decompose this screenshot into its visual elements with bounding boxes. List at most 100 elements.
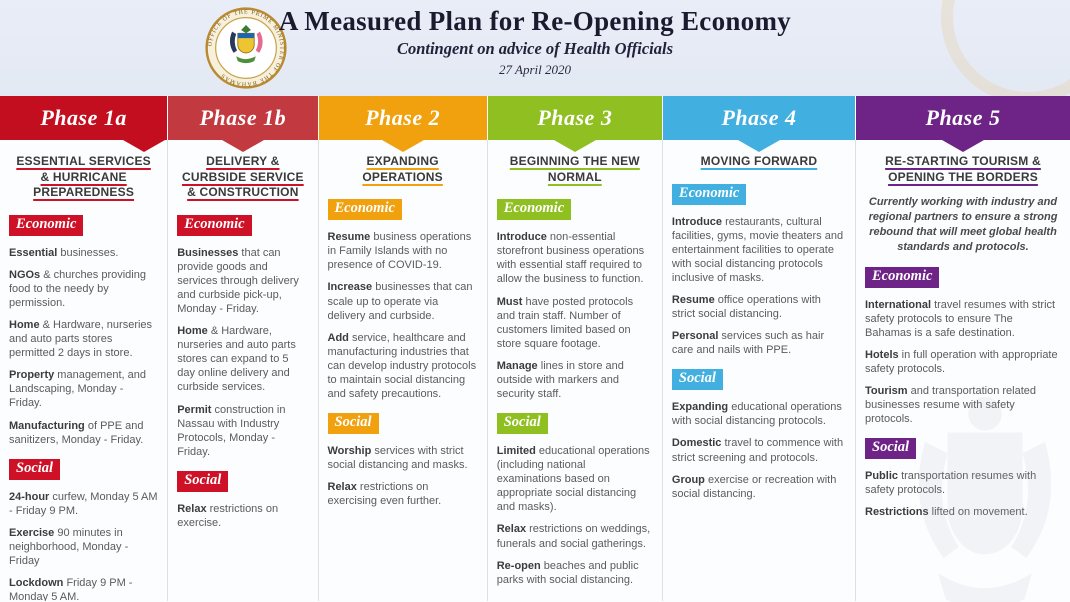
phase-column-3: BEGINNING THE NEW NORMAL Economic Introduc… [487,140,662,601]
phase-column-4: MOVING FORWARD Economic Introduce restaura… [662,140,855,601]
item-lead: Domestic [671,437,722,450]
phase-title: DELIVERY & CURBSIDE SERVICE & CONSTRUCTI… [182,154,304,200]
item-lead: Relax [496,523,527,536]
phase-columns: ESSENTIAL SERVICES & HURRICANE PREPAREDN… [0,140,1070,602]
item-lead: Manufacturing [9,419,85,432]
item-lead: Essential [9,246,58,259]
item-text: Home & Hardware, nurseries and auto part… [177,325,296,394]
section-badge-economic: Economic [327,199,402,221]
section-badge-social: Social [177,470,229,492]
section-badge-economic: Economic [177,214,252,236]
item-lead: International [865,298,932,311]
section-badge-social: Social [496,413,548,435]
phase-title: EXPANDING OPERATIONS [362,154,443,184]
item-text: Relax restrictions on exercise. [177,502,279,529]
phase-intro: Currently working with industry and regi… [868,196,1058,253]
item-lead: NGOs [9,268,41,281]
item-text: Public transportation resumes with safet… [865,470,1037,497]
item-text: Businesses that can provide goods and se… [177,246,299,316]
section-badge-economic: Economic [496,199,572,221]
item-text: Restrictions lifted on movement. [865,506,1028,519]
phase-band-label: Phase 5 [925,105,1001,130]
item-lead: Resume [327,231,371,244]
item-text: Property management, and Landscaping, Mo… [9,369,146,410]
item-text: Manage lines in store and outside with m… [496,359,624,400]
item-text: Permit construction in Nassau with Indus… [177,403,286,458]
item-text: NGOs & churches providing food to the ne… [9,268,146,310]
phase-band-notch [381,140,424,152]
item-text: Resume office operations with strict soc… [671,293,821,321]
item-text: Must have posted protocols and train sta… [496,295,634,350]
item-text: Relax restrictions on weddings, funerals… [496,523,651,550]
phase-band-notch [553,140,596,152]
item-text: Group exercise or recreation with social… [671,473,837,500]
item-lead: Home [177,325,208,338]
phase-band-label: Phase 3 [537,105,613,130]
title-block: A Measured Plan for Re-Opening Economy C… [0,6,1070,78]
phase-band-row: Phase 1a Phase 1b Phase 2 Phase 3 Phase 4 Pha… [0,96,1070,152]
item-lead: Tourism [865,384,908,397]
section-badge-economic: Economic [865,266,940,288]
item-lead: Introduce [496,231,547,244]
phase-band-label: Phase 1a [40,105,127,130]
section-badge-social: Social [327,413,379,435]
item-text: 24-hour curfew, Monday 5 AM - Friday 9 P… [9,490,158,517]
item-text: Essential businesses. [9,246,119,259]
item-text: International travel resumes with strict… [865,298,1056,339]
item-lead: 24-hour [9,490,50,503]
item-text: Hotels in full operation with appropriat… [865,348,1058,375]
coat-of-arms [229,25,263,64]
item-text: Home & Hardware, nurseries and auto part… [9,319,153,360]
opm-seal-logo: OFFICE OF THE PRIME MINISTER OF THE BAHA… [205,7,287,89]
page-title: A Measured Plan for Re-Opening Economy [278,6,792,36]
item-text: Expanding educational operations with so… [671,401,842,428]
phase-band-notch [737,140,780,152]
item-text: Introduce restaurants, cultural faciliti… [671,215,844,284]
item-lead: Permit [177,403,212,416]
phase-band-notch [221,140,264,152]
item-text: Tourism and transportation related busin… [865,384,1036,426]
item-lead: Lockdown [9,577,64,590]
item-lead: Relax [177,502,207,515]
section-badge-social: Social [9,458,61,480]
phase-title: RE-STARTING TOURISM & OPENING THE BORDER… [885,154,1041,184]
section-badge-social: Social [671,369,723,391]
item-text: Worship services with strict social dist… [327,445,468,472]
item-text: Introduce non-essential storefront busin… [496,231,645,286]
item-lead: Manage [496,359,538,372]
item-lead: Re-open [496,559,541,572]
phase-band-5: Phase 5 [856,96,1070,152]
phase-column-1b: DELIVERY & CURBSIDE SERVICE & CONSTRUCTI… [168,140,318,601]
phase-title: MOVING FORWARD [700,154,818,168]
phase-band-notch [123,140,166,152]
phase-title: BEGINNING THE NEW NORMAL [509,154,640,184]
item-lead: Exercise [9,526,55,539]
item-text: Lockdown Friday 9 PM - Monday 5 AM. [9,577,133,601]
phase-column-2: EXPANDING OPERATIONS Economic Resume busin… [318,140,487,601]
item-lead: Hotels [865,348,899,361]
page-subtitle: Contingent on advice of Health Officials [396,39,674,58]
phase-band-label: Phase 4 [721,105,797,130]
item-text: Resume business operations in Family Isl… [327,231,472,272]
phase-band-1b: Phase 1b [168,96,318,152]
phase-band-notch [942,140,984,152]
item-text: Exercise 90 minutes in neighborhood, Mon… [9,526,129,568]
item-lead: Worship [327,445,372,458]
phase-band-1a: Phase 1a [0,96,168,152]
item-text: Manufacturing of PPE and sanitizers, Mon… [9,419,144,446]
phase-column-5: RE-STARTING TOURISM & OPENING THE BORDER… [856,140,1070,601]
section-badge-social: Social [865,438,917,460]
section-badge-economic: Economic [671,183,747,205]
item-lead: Restrictions [865,506,929,519]
phase-band-3: Phase 3 [487,96,662,152]
item-lead: Businesses [177,246,239,259]
item-text: Add service, healthcare and manufacturin… [327,331,477,400]
phase-band-label: Phase 2 [365,105,441,130]
item-lead: Group [671,473,705,486]
item-text: Increase businesses that can scale up to… [327,281,473,322]
item-lead: Public [865,470,899,483]
header: OFFICE OF THE PRIME MINISTER OF THE BAHA… [0,0,1070,104]
item-lead: Resume [671,293,715,306]
item-lead: Home [9,319,40,332]
